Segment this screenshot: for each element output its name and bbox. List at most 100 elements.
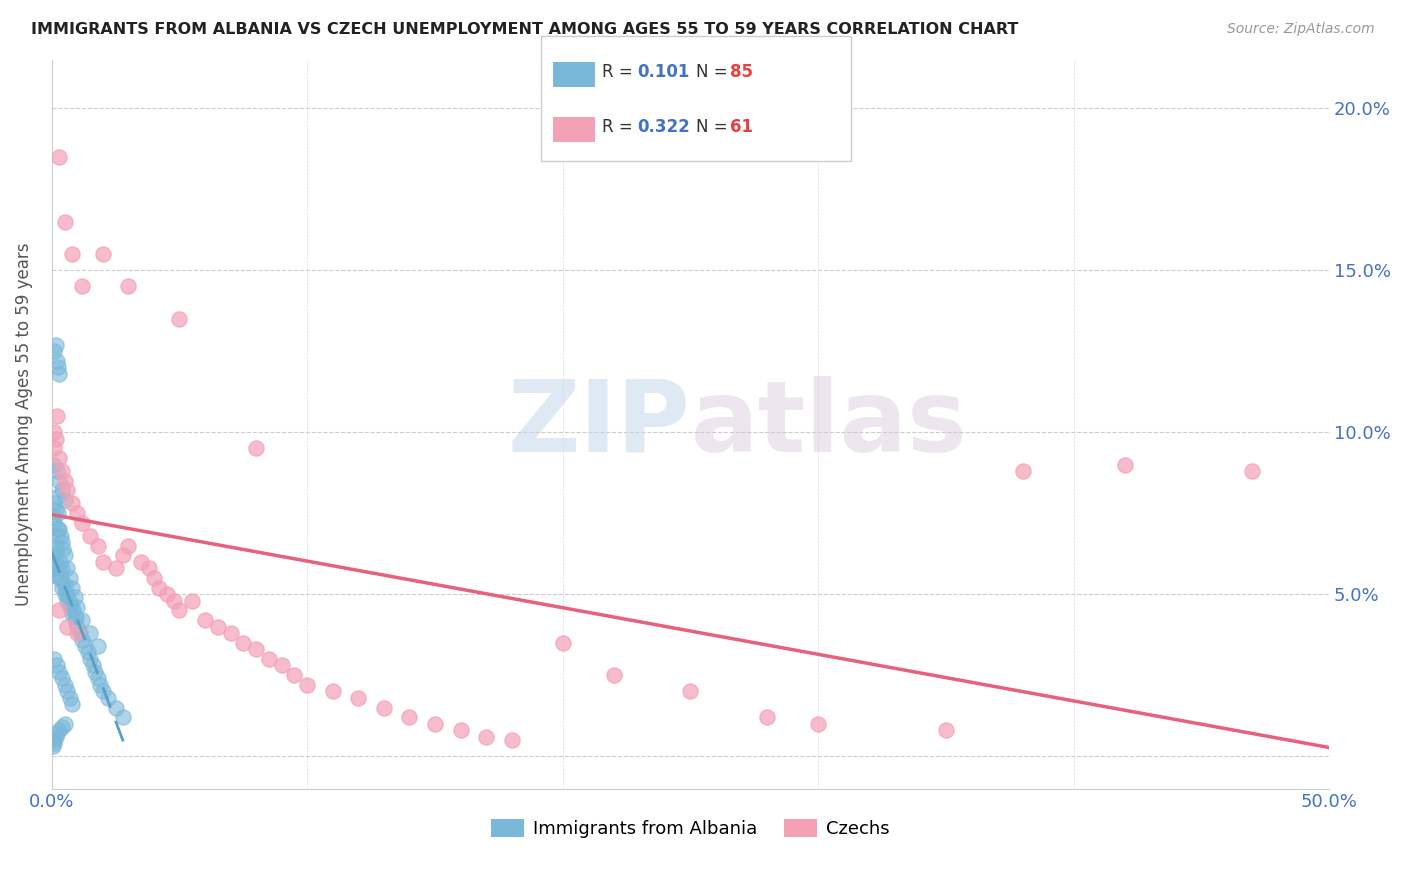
Point bbox=[450, 723, 472, 738]
Point bbox=[163, 593, 186, 607]
Point bbox=[322, 684, 344, 698]
Point bbox=[51, 561, 73, 575]
Point bbox=[76, 645, 98, 659]
Point bbox=[194, 613, 217, 627]
Point bbox=[45, 490, 67, 504]
Point bbox=[48, 723, 70, 738]
Point bbox=[283, 668, 305, 682]
Point bbox=[148, 581, 170, 595]
Point bbox=[48, 603, 70, 617]
Point bbox=[48, 522, 70, 536]
Point bbox=[63, 591, 86, 605]
Point bbox=[53, 493, 76, 508]
Point bbox=[104, 700, 127, 714]
Point bbox=[48, 367, 70, 381]
Point bbox=[58, 591, 80, 605]
Text: ZIP: ZIP bbox=[508, 376, 690, 473]
Point bbox=[53, 716, 76, 731]
Point bbox=[48, 571, 70, 585]
Point bbox=[56, 684, 79, 698]
Point bbox=[79, 529, 101, 543]
Point bbox=[53, 549, 76, 563]
Point bbox=[44, 555, 66, 569]
Point bbox=[62, 603, 84, 617]
Point bbox=[551, 636, 574, 650]
Point bbox=[423, 716, 446, 731]
Point bbox=[59, 597, 82, 611]
Point bbox=[142, 571, 165, 585]
Point bbox=[603, 668, 626, 682]
Point bbox=[48, 451, 70, 466]
Point bbox=[48, 150, 70, 164]
Point bbox=[82, 658, 104, 673]
Point bbox=[51, 720, 73, 734]
Point bbox=[756, 710, 779, 724]
Point bbox=[53, 678, 76, 692]
Point bbox=[112, 710, 135, 724]
Point bbox=[51, 464, 73, 478]
Point bbox=[347, 690, 370, 705]
Point bbox=[46, 360, 69, 375]
Point bbox=[45, 539, 67, 553]
Point bbox=[56, 593, 79, 607]
Point bbox=[156, 587, 179, 601]
Point bbox=[56, 619, 79, 633]
Point bbox=[53, 577, 76, 591]
Point bbox=[53, 587, 76, 601]
Point bbox=[1241, 464, 1264, 478]
Point bbox=[60, 247, 83, 261]
Point bbox=[169, 603, 191, 617]
Point bbox=[181, 593, 204, 607]
Point bbox=[297, 678, 319, 692]
Point bbox=[45, 432, 67, 446]
Point bbox=[91, 555, 114, 569]
Point bbox=[87, 539, 110, 553]
Point bbox=[53, 214, 76, 228]
Point bbox=[112, 549, 135, 563]
Point bbox=[53, 474, 76, 488]
Text: Source: ZipAtlas.com: Source: ZipAtlas.com bbox=[1227, 22, 1375, 37]
Point bbox=[46, 522, 69, 536]
Point bbox=[66, 626, 89, 640]
Point bbox=[87, 639, 110, 653]
Point bbox=[66, 600, 89, 615]
Point bbox=[117, 539, 139, 553]
Point bbox=[475, 730, 498, 744]
Point bbox=[79, 626, 101, 640]
Point bbox=[45, 658, 67, 673]
Point bbox=[48, 474, 70, 488]
Point bbox=[45, 354, 67, 368]
Point bbox=[63, 613, 86, 627]
Point bbox=[84, 665, 107, 679]
Point bbox=[935, 723, 957, 738]
Point bbox=[49, 529, 72, 543]
Point bbox=[48, 561, 70, 575]
Point bbox=[72, 516, 94, 530]
Point bbox=[117, 279, 139, 293]
Point bbox=[73, 639, 96, 653]
Point bbox=[51, 535, 73, 549]
Point bbox=[55, 583, 77, 598]
Text: 61: 61 bbox=[730, 119, 752, 136]
Point bbox=[59, 571, 82, 585]
Point bbox=[46, 506, 69, 520]
Point bbox=[91, 247, 114, 261]
Point bbox=[129, 555, 152, 569]
Point bbox=[56, 561, 79, 575]
Point bbox=[72, 632, 94, 647]
Point bbox=[1011, 464, 1033, 478]
Point bbox=[89, 678, 111, 692]
Point bbox=[51, 581, 73, 595]
Point bbox=[60, 607, 83, 621]
Point bbox=[270, 658, 292, 673]
Point bbox=[49, 555, 72, 569]
Point bbox=[398, 710, 420, 724]
Legend: Immigrants from Albania, Czechs: Immigrants from Albania, Czechs bbox=[484, 812, 897, 845]
Point bbox=[69, 626, 91, 640]
Point bbox=[45, 503, 67, 517]
Point bbox=[66, 619, 89, 633]
Point bbox=[373, 700, 395, 714]
Point bbox=[51, 672, 73, 686]
Point bbox=[48, 665, 70, 679]
Point bbox=[104, 561, 127, 575]
